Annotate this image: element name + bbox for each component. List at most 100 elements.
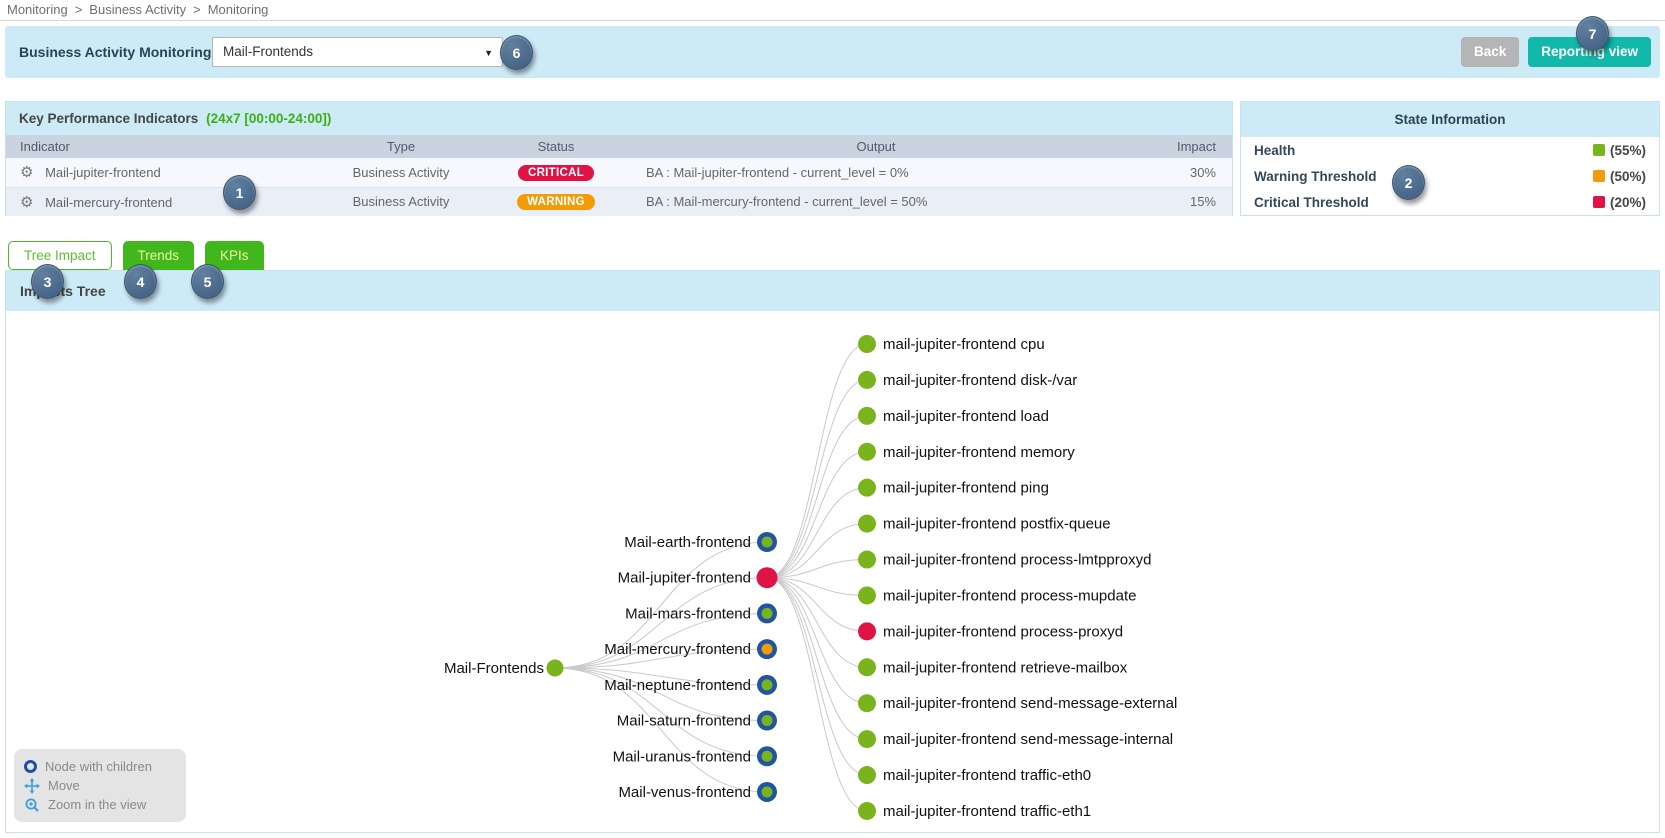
kpi-indicator-name[interactable]: Mail-jupiter-frontend <box>45 165 161 181</box>
tree-node-Mail-Frontends[interactable] <box>546 659 564 677</box>
tree-label-mail-jupiter-frontend ping: mail-jupiter-frontend ping <box>883 480 1049 497</box>
callout-2: 2 <box>1392 165 1425 200</box>
tree-link <box>766 523 868 579</box>
tree-node-mail-jupiter-frontend traffic-eth1[interactable] <box>858 801 876 820</box>
state-value-text: (55%) <box>1609 142 1646 158</box>
state-information-panel: State Information Health (55%) Warning T… <box>1240 101 1660 216</box>
callout-6: 6 <box>500 35 533 70</box>
kpi-title-text: Key Performance Indicators <box>19 111 199 126</box>
callout-3: 3 <box>31 264 64 299</box>
breadcrumb-business-activity[interactable]: Business Activity <box>89 2 187 17</box>
tree-node-mail-jupiter-frontend process-proxyd[interactable] <box>858 622 876 641</box>
business-activity-select[interactable]: Mail-Frontends ▼ <box>212 37 503 67</box>
tree-node-Mail-saturn-frontend[interactable] <box>761 715 773 727</box>
column-status: Status <box>537 139 575 154</box>
tree-node-mail-jupiter-frontend cpu[interactable] <box>858 335 876 353</box>
move-icon <box>24 777 40 794</box>
tree-label-mail-jupiter-frontend traffic-eth0: mail-jupiter-frontend traffic-eth0 <box>883 767 1091 784</box>
tree-node-Mail-mercury-frontend[interactable] <box>761 643 773 655</box>
header-buttons: Back Reporting view <box>1460 37 1651 67</box>
tree-node-Mail-neptune-frontend[interactable] <box>761 679 773 691</box>
kpi-indicator-name[interactable]: Mail-mercury-frontend <box>45 194 173 210</box>
tree-link <box>766 487 868 579</box>
kpi-period-text: (24x7 [00:00-24:00]) <box>206 111 332 126</box>
ba-monitoring-header-bar: Business Activity Monitoring Mail-Fronte… <box>5 26 1660 78</box>
kpi-table: Indicator Type Status Output Impact ⚙ Ma… <box>6 135 1232 216</box>
legend-label: Node with children <box>45 759 152 774</box>
tree-node-Mail-earth-frontend[interactable] <box>761 536 773 548</box>
health-color-square <box>1592 144 1605 156</box>
tree-label-mail-jupiter-frontend process-lmtpproxyd: mail-jupiter-frontend process-lmtpproxyd <box>883 552 1151 569</box>
tree-node-mail-jupiter-frontend ping[interactable] <box>858 478 876 497</box>
tree-node-mail-jupiter-frontend disk-/var[interactable] <box>858 370 876 389</box>
kpi-table-header-row: Indicator Type Status Output Impact <box>6 135 1232 158</box>
tree-node-mail-jupiter-frontend send-message-internal[interactable] <box>858 730 876 749</box>
legend-zoom: Zoom in the view <box>24 795 176 814</box>
breadcrumb-separator: > <box>193 2 201 17</box>
tree-node-mail-jupiter-frontend load[interactable] <box>858 406 876 425</box>
tree-node-mail-jupiter-frontend process-lmtpproxyd[interactable] <box>858 550 876 569</box>
tree-label-Mail-earth-frontend: Mail-earth-frontend <box>624 534 751 551</box>
tree-label-mail-jupiter-frontend cpu: mail-jupiter-frontend cpu <box>883 336 1045 353</box>
column-type: Type <box>386 139 416 154</box>
warning-color-square <box>1592 170 1605 182</box>
state-label: Critical Threshold <box>1254 194 1369 210</box>
column-indicator: Indicator <box>20 139 70 154</box>
tab-tree-impact[interactable]: Tree Impact <box>8 241 112 270</box>
tree-link <box>554 612 768 669</box>
kpi-row-mail-mercury-frontend: ⚙ Mail-mercury-frontend Business Activit… <box>6 187 1232 216</box>
kpi-panel-title: Key Performance Indicators (24x7 [00:00-… <box>6 102 1232 135</box>
tree-label-mail-jupiter-frontend send-message-external: mail-jupiter-frontend send-message-exter… <box>883 695 1177 712</box>
tree-legend: Node with children Move <box>14 749 186 822</box>
legend-label: Zoom in the view <box>48 797 147 812</box>
tree-label-mail-jupiter-frontend load: mail-jupiter-frontend load <box>883 408 1049 425</box>
legend-move: Move <box>24 776 176 795</box>
tree-label-mail-jupiter-frontend disk-/var: mail-jupiter-frontend disk-/var <box>883 372 1077 389</box>
state-panel-title: State Information <box>1241 102 1659 137</box>
state-row-critical-threshold: Critical Threshold (20%) <box>1241 189 1659 215</box>
legend-label: Move <box>48 778 80 793</box>
tree-label-mail-jupiter-frontend retrieve-mailbox: mail-jupiter-frontend retrieve-mailbox <box>883 659 1128 676</box>
gear-icon[interactable]: ⚙ <box>20 164 34 182</box>
tree-node-Mail-venus-frontend[interactable] <box>761 786 773 798</box>
tree-link <box>554 667 768 757</box>
kpi-output: BA : Mail-mercury-frontend - current_lev… <box>646 194 928 210</box>
zoom-icon <box>25 798 39 812</box>
tree-node-Mail-jupiter-frontend[interactable] <box>756 567 778 589</box>
breadcrumb-monitoring-2[interactable]: Monitoring <box>207 2 269 17</box>
state-value-text: (50%) <box>1609 168 1646 184</box>
tree-link <box>766 451 868 579</box>
tree-label-Mail-uranus-frontend: Mail-uranus-frontend <box>613 748 751 765</box>
tree-node-mail-jupiter-frontend process-mupdate[interactable] <box>858 586 876 605</box>
tree-link <box>766 559 868 579</box>
status-badge-warning: WARNING <box>517 194 595 211</box>
tree-node-mail-jupiter-frontend traffic-eth0[interactable] <box>858 766 876 785</box>
tree-node-mail-jupiter-frontend memory[interactable] <box>858 442 876 461</box>
kpi-impact: 15% <box>1189 194 1216 210</box>
tree-label-Mail-mars-frontend: Mail-mars-frontend <box>625 605 751 622</box>
tree-link <box>766 343 868 579</box>
status-badge-critical: CRITICAL <box>517 164 595 181</box>
tree-node-mail-jupiter-frontend retrieve-mailbox[interactable] <box>858 658 876 677</box>
tree-node-Mail-mars-frontend[interactable] <box>761 607 773 619</box>
tree-link <box>554 577 768 669</box>
impacts-tree-canvas[interactable]: Mail-Frontends Mail-earth-frontend Mail-ju… <box>6 271 1659 832</box>
tree-node-mail-jupiter-frontend postfix-queue[interactable] <box>858 514 876 533</box>
tree-link <box>554 667 768 722</box>
tree-link <box>554 648 768 669</box>
tree-link <box>766 577 868 704</box>
node-with-children-icon <box>24 760 37 773</box>
kpi-type: Business Activity <box>352 194 450 210</box>
tree-link <box>554 667 768 793</box>
gear-icon[interactable]: ⚙ <box>20 193 34 211</box>
state-row-warning-threshold: Warning Threshold (50%) <box>1241 163 1659 189</box>
tree-node-Mail-uranus-frontend[interactable] <box>761 750 773 762</box>
kpi-type: Business Activity <box>352 164 450 180</box>
state-label: Warning Threshold <box>1254 168 1377 184</box>
critical-color-square <box>1592 196 1605 208</box>
tree-node-mail-jupiter-frontend send-message-external[interactable] <box>858 694 876 713</box>
kpi-panel: Key Performance Indicators (24x7 [00:00-… <box>5 101 1233 216</box>
back-button[interactable]: Back <box>1460 37 1520 67</box>
breadcrumb-monitoring[interactable]: Monitoring <box>7 2 68 17</box>
legend-node-with-children: Node with children <box>24 757 176 776</box>
